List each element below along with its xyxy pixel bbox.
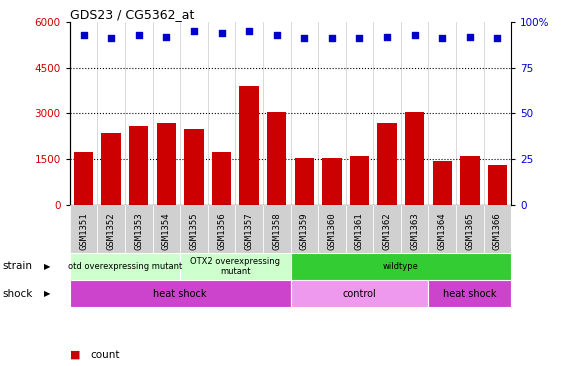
Text: GSM1354: GSM1354 [162, 212, 171, 250]
Bar [429, 205, 456, 253]
Text: GSM1365: GSM1365 [465, 212, 474, 250]
Bar [70, 205, 98, 253]
Bar [125, 205, 152, 253]
Bar [267, 112, 286, 205]
Text: GSM1362: GSM1362 [383, 212, 392, 250]
Text: count: count [90, 350, 120, 360]
Text: GSM1357: GSM1357 [245, 212, 253, 250]
Bar [429, 280, 511, 307]
Point [162, 34, 171, 40]
Bar [374, 205, 401, 253]
Point [245, 28, 254, 34]
Point [106, 36, 116, 41]
Text: wildtype: wildtype [383, 262, 419, 271]
Point [300, 36, 309, 41]
Bar [456, 205, 484, 253]
Bar [290, 280, 429, 307]
Text: ▶: ▶ [44, 289, 50, 298]
Point [189, 28, 199, 34]
Bar [74, 152, 93, 205]
Bar [433, 161, 452, 205]
Bar [488, 165, 507, 205]
Point [465, 34, 475, 40]
Bar [184, 129, 203, 205]
Point [272, 32, 281, 38]
Bar [180, 253, 290, 280]
Point [79, 32, 88, 38]
Bar [157, 123, 176, 205]
Text: GSM1351: GSM1351 [79, 212, 88, 250]
Point [437, 36, 447, 41]
Point [217, 30, 226, 36]
Bar [70, 253, 180, 280]
Bar [129, 126, 148, 205]
Text: GSM1366: GSM1366 [493, 212, 502, 250]
Bar [180, 205, 208, 253]
Point [134, 32, 144, 38]
Text: ▶: ▶ [44, 262, 50, 271]
Bar [405, 112, 424, 205]
Text: GSM1363: GSM1363 [410, 212, 419, 250]
Bar [401, 205, 429, 253]
Bar [235, 205, 263, 253]
Point [382, 34, 392, 40]
Bar [484, 205, 511, 253]
Point [493, 36, 502, 41]
Bar [295, 158, 314, 205]
Text: GSM1364: GSM1364 [438, 212, 447, 250]
Bar [346, 205, 374, 253]
Bar [239, 86, 259, 205]
Text: heat shock: heat shock [443, 289, 497, 299]
Text: GSM1355: GSM1355 [189, 212, 198, 250]
Text: GSM1358: GSM1358 [272, 212, 281, 250]
Bar [208, 205, 235, 253]
Bar [98, 205, 125, 253]
Bar [102, 133, 121, 205]
Text: control: control [343, 289, 376, 299]
Text: GSM1359: GSM1359 [300, 212, 309, 250]
Text: GSM1356: GSM1356 [217, 212, 226, 250]
Text: shock: shock [3, 289, 33, 299]
Text: strain: strain [3, 261, 33, 271]
Bar [152, 205, 180, 253]
Point [355, 36, 364, 41]
Bar [290, 253, 511, 280]
Text: GSM1352: GSM1352 [107, 212, 116, 250]
Text: GSM1361: GSM1361 [355, 212, 364, 250]
Text: GSM1353: GSM1353 [134, 212, 143, 250]
Point [327, 36, 336, 41]
Bar [378, 123, 397, 205]
Text: GSM1360: GSM1360 [328, 212, 336, 250]
Bar [322, 158, 342, 205]
Bar [263, 205, 290, 253]
Bar [350, 156, 369, 205]
Text: otd overexpressing mutant: otd overexpressing mutant [68, 262, 182, 271]
Text: GDS23 / CG5362_at: GDS23 / CG5362_at [70, 8, 194, 21]
Text: ■: ■ [70, 350, 80, 360]
Bar [290, 205, 318, 253]
Bar [318, 205, 346, 253]
Bar [70, 280, 290, 307]
Text: heat shock: heat shock [153, 289, 207, 299]
Point [410, 32, 419, 38]
Text: OTX2 overexpressing
mutant: OTX2 overexpressing mutant [191, 257, 280, 276]
Bar [212, 152, 231, 205]
Bar [460, 156, 479, 205]
